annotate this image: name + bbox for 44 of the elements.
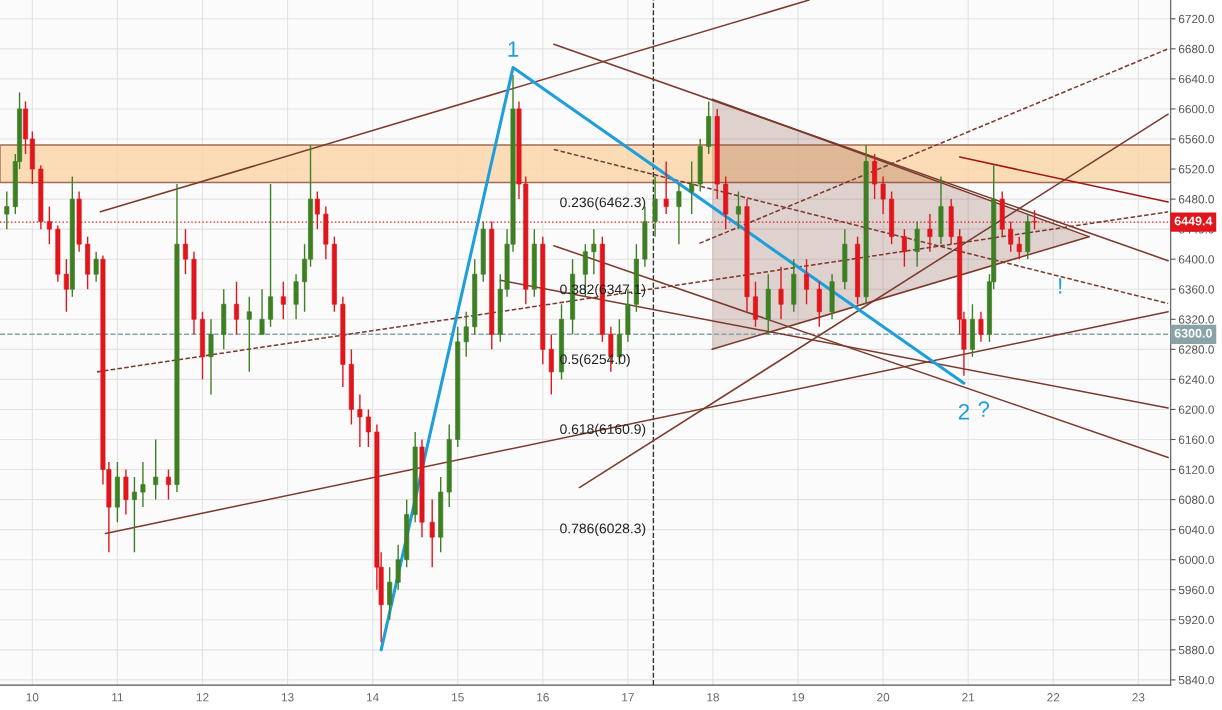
y-tick-label: 6480.0 (1178, 195, 1214, 204)
x-tick-label: 13 (281, 693, 294, 702)
y-tick-label: 6720.0 (1178, 14, 1214, 24)
x-tick-label: 21 (962, 693, 975, 702)
y-tick-label: 6520.0 (1178, 165, 1214, 174)
y-tick-label: 6600.0 (1178, 104, 1214, 114)
x-tick-label: 19 (792, 693, 805, 702)
annotation: 0.236(6462.3) (560, 197, 646, 210)
y-tick-label: 6080.0 (1178, 495, 1214, 504)
y-tick-label: 6280.0 (1178, 345, 1214, 354)
y-tick-label: 6040.0 (1178, 525, 1214, 535)
x-tick-label: 17 (622, 693, 634, 702)
annotation: 0.786(6028.3) (560, 523, 646, 537)
annotation: ! (1059, 278, 1062, 294)
y-tick-label: 6320.0 (1178, 315, 1214, 324)
x-tick-label: 22 (1047, 693, 1060, 702)
x-tick-label: 15 (452, 693, 464, 702)
y-tick-label: 6400.0 (1178, 255, 1214, 264)
y-tick-label: 6160.0 (1178, 435, 1214, 444)
x-tick-label: 20 (877, 693, 890, 702)
y-tick-label: 5840.0 (1178, 675, 1214, 685)
y-tick-label: 6000.0 (1178, 555, 1214, 565)
y-tick-label: 6560.0 (1178, 135, 1214, 144)
x-tick-label: 10 (26, 693, 39, 702)
x-tick-label: 14 (366, 693, 379, 702)
x-tick-label: 18 (707, 693, 720, 702)
y-tick-label: 6360.0 (1178, 285, 1214, 294)
x-tick-label: 23 (1132, 693, 1145, 702)
y-tick-label: 5960.0 (1178, 585, 1214, 595)
annotation: ? (978, 401, 990, 417)
y-tick-label: 5920.0 (1178, 615, 1214, 625)
y-tick-label: 6200.0 (1178, 405, 1214, 414)
ref-line-label: 6300.0 (1174, 328, 1212, 338)
y-tick-label: 6120.0 (1178, 465, 1214, 474)
x-tick-label: 12 (196, 693, 209, 702)
ref-line-label: 6449.4 (1174, 216, 1213, 226)
y-tick-label: 5880.0 (1178, 645, 1214, 655)
y-tick-label: 6240.0 (1178, 375, 1214, 384)
annotation: 1 (508, 41, 519, 57)
x-tick-label: 16 (537, 693, 549, 702)
annotation: 2 (958, 403, 969, 420)
y-tick-label: 6640.0 (1178, 74, 1214, 84)
y-tick-label: 6680.0 (1178, 44, 1214, 54)
x-tick-label: 11 (112, 693, 123, 702)
